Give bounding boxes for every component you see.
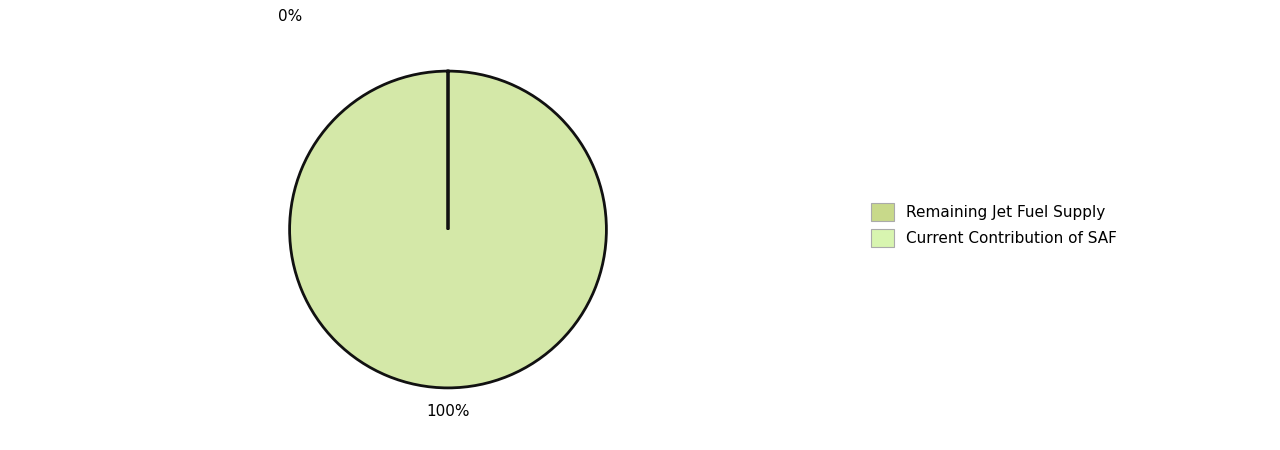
Wedge shape <box>289 71 607 388</box>
Text: 100%: 100% <box>426 404 470 419</box>
Legend: Remaining Jet Fuel Supply, Current Contribution of SAF: Remaining Jet Fuel Supply, Current Contr… <box>865 197 1124 253</box>
Text: 0%: 0% <box>278 9 302 23</box>
